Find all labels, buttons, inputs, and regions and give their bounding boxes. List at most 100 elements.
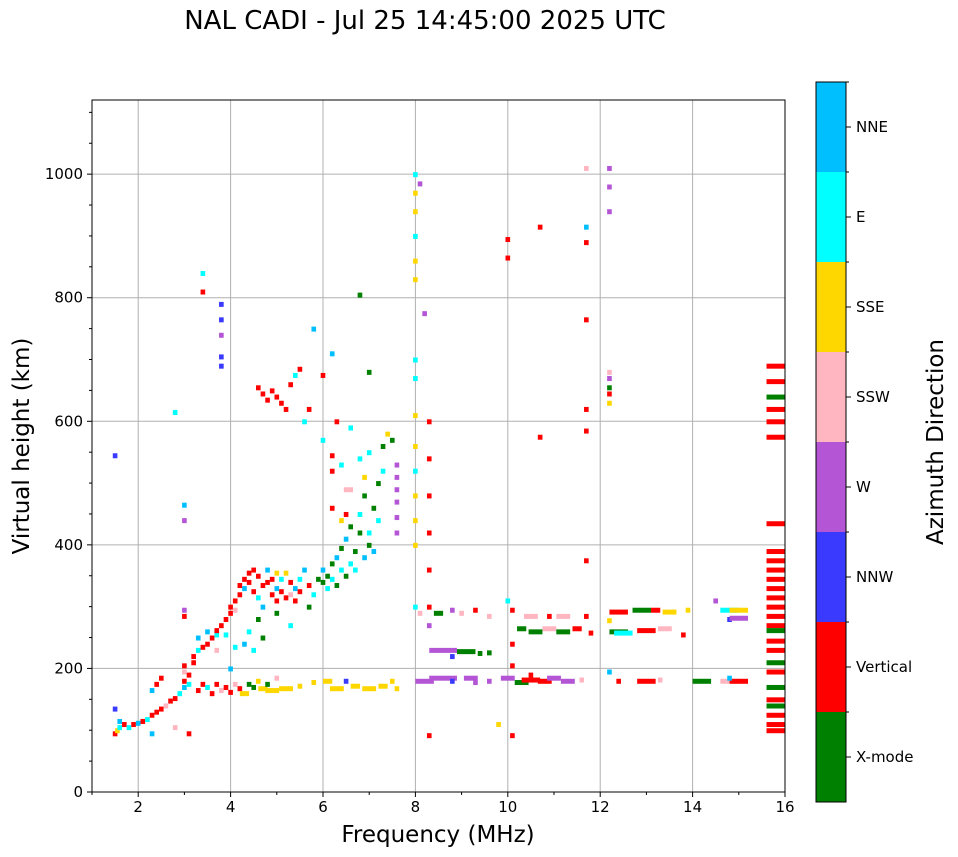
x-tick-label: 16: [775, 798, 794, 816]
colorbar-tick-label: NNE: [856, 118, 888, 136]
data-point: [205, 684, 210, 690]
data-point: [348, 425, 354, 431]
data-point: [473, 607, 478, 613]
data-point: [766, 521, 785, 527]
data-point: [329, 468, 335, 474]
data-point: [394, 462, 400, 468]
data-point: [265, 688, 280, 694]
data-point: [487, 613, 492, 619]
data-point: [637, 628, 656, 634]
data-point: [251, 647, 257, 653]
data-point: [297, 589, 303, 595]
data-point: [283, 595, 289, 601]
y-tick-label: 400: [54, 536, 83, 554]
data-point: [219, 354, 224, 360]
data-point: [256, 385, 261, 391]
data-point: [371, 505, 377, 511]
data-point: [450, 678, 455, 684]
data-points: [112, 165, 785, 739]
data-point: [348, 487, 354, 493]
data-point: [766, 394, 785, 400]
data-point: [329, 351, 335, 357]
data-point: [195, 635, 201, 641]
data-point: [766, 623, 785, 629]
data-point: [614, 630, 633, 636]
data-point: [223, 684, 229, 690]
data-point: [413, 258, 418, 264]
colorbar-segment-ssw: [816, 352, 846, 442]
data-point: [413, 444, 418, 449]
data-point: [413, 357, 418, 363]
data-point: [158, 675, 164, 681]
data-point: [172, 725, 178, 731]
data-point: [195, 647, 201, 653]
data-point: [357, 456, 363, 462]
data-point: [584, 406, 589, 412]
data-point: [288, 382, 293, 388]
colorbar-segment-w: [816, 442, 846, 532]
data-point: [343, 487, 349, 493]
data-point: [616, 678, 621, 684]
data-point: [362, 474, 367, 480]
data-point: [200, 289, 206, 295]
data-point: [547, 675, 561, 681]
data-point: [607, 391, 612, 397]
data-point: [112, 731, 118, 737]
data-point: [357, 530, 363, 536]
data-point: [357, 292, 363, 298]
data-point: [200, 644, 206, 650]
data-point: [579, 677, 585, 683]
colorbar-segment-nnw: [816, 532, 846, 622]
data-point: [339, 518, 344, 524]
data-point: [149, 731, 155, 737]
data-point: [389, 678, 395, 684]
data-point: [766, 567, 785, 573]
data-point: [343, 678, 349, 684]
data-point: [172, 696, 178, 702]
data-point: [463, 675, 478, 681]
data-point: [607, 209, 612, 215]
x-tick-label: 2: [133, 798, 143, 816]
data-point: [260, 635, 266, 641]
data-point: [260, 391, 266, 397]
data-point: [223, 617, 229, 622]
data-point: [505, 598, 511, 604]
data-point: [362, 555, 367, 561]
data-point: [219, 688, 224, 694]
data-point: [348, 561, 354, 567]
colorbar-tick-label: SSE: [856, 298, 885, 316]
data-point: [269, 576, 275, 582]
data-point: [214, 681, 220, 687]
data-point: [219, 317, 224, 323]
data-point: [163, 703, 169, 709]
data-point: [339, 462, 344, 468]
data-point: [637, 678, 656, 684]
data-point: [766, 613, 785, 619]
data-point: [394, 515, 400, 521]
data-point: [292, 598, 298, 604]
colorbar-frame: [815, 81, 847, 803]
data-point: [316, 576, 321, 582]
data-point: [279, 576, 284, 582]
data-point: [496, 722, 501, 728]
data-point: [766, 712, 785, 718]
data-point: [274, 570, 280, 576]
data-point: [239, 691, 250, 697]
data-point: [521, 677, 541, 683]
data-point: [584, 165, 589, 171]
data-point: [182, 678, 187, 684]
data-point: [237, 686, 243, 692]
data-point: [209, 635, 215, 641]
data-point: [450, 607, 455, 613]
colorbar-segment-e: [816, 172, 846, 262]
data-point: [607, 669, 612, 675]
data-point: [584, 558, 589, 564]
data-point: [584, 317, 589, 323]
data-point: [311, 680, 317, 686]
colorbar-tick-label: Vertical: [856, 658, 912, 676]
data-point: [766, 628, 785, 634]
data-point: [685, 607, 691, 613]
data-point: [200, 681, 206, 687]
data-point: [413, 468, 418, 474]
data-point: [297, 576, 303, 582]
